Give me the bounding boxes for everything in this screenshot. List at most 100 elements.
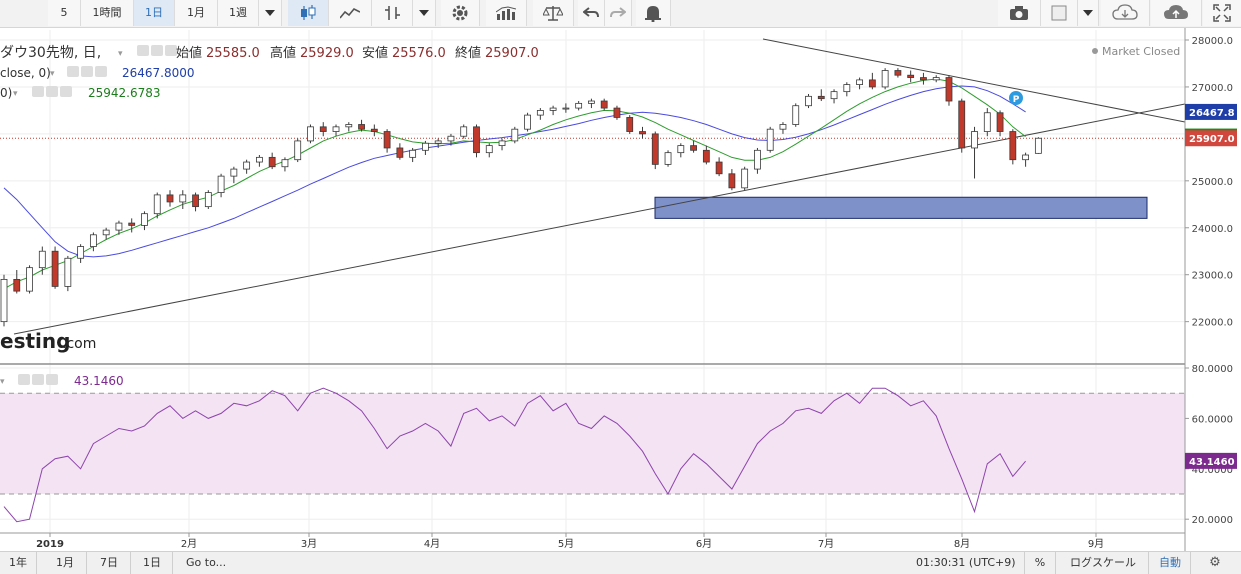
chevron-down-icon <box>265 10 275 16</box>
candle-body <box>805 95 812 107</box>
swatch-dropdown[interactable] <box>1078 0 1099 26</box>
log-scale-toggle[interactable]: ログスケール <box>1058 552 1149 574</box>
legend-icons-rsi[interactable] <box>18 374 58 385</box>
svg-text:P: P <box>1013 95 1020 105</box>
auto-scale-toggle[interactable]: 自動 <box>1150 552 1191 574</box>
candle-body <box>1009 131 1017 161</box>
interval-dropdown[interactable] <box>259 0 282 26</box>
price-tick-label: 24000.0 <box>1192 224 1233 235</box>
candle-body <box>38 250 46 269</box>
support-zone-rectangle[interactable] <box>654 196 1148 219</box>
percent-toggle[interactable]: % <box>1025 552 1056 574</box>
interval-1m[interactable]: 1月 <box>175 0 218 26</box>
price-tick-label: 22000.0 <box>1192 318 1233 329</box>
candle-body <box>562 107 570 110</box>
candle-body <box>728 173 736 189</box>
undo-button[interactable] <box>578 0 605 26</box>
settings-icon <box>151 45 163 56</box>
range-1d[interactable]: 1日 <box>132 552 173 574</box>
chevron-down-icon[interactable]: ▾ <box>118 49 123 59</box>
alert-button[interactable] <box>636 0 671 26</box>
candle-body <box>983 112 991 132</box>
chart-type-dropdown[interactable] <box>413 0 436 26</box>
candle-body <box>294 140 302 161</box>
legend-main: ダウ30先物, 日, ▾ 始値 25585.0 高値 25929.0 安値 25… <box>0 45 1180 388</box>
screenshot-button[interactable] <box>998 0 1041 26</box>
candle-body <box>830 91 838 100</box>
legend-icons-main[interactable] <box>137 45 177 56</box>
candle-body <box>281 159 289 168</box>
indicators-button[interactable] <box>486 0 527 26</box>
indicators-icon <box>496 6 516 20</box>
save-chart-button[interactable] <box>1151 0 1202 26</box>
market-status: Market Closed <box>1102 45 1180 58</box>
candle-body <box>868 79 876 88</box>
candles <box>0 68 1042 327</box>
candle-body <box>549 107 557 111</box>
top-toolbar: 5 1時間 1日 1月 1週 <box>0 0 1241 28</box>
candle-body <box>498 140 506 147</box>
candle-body <box>524 114 531 130</box>
rsi-axis[interactable]: 80.0000 60.0000 40.0000 20.0000 <box>1185 364 1233 526</box>
ohlc-bar-icon <box>385 6 400 20</box>
range-7d[interactable]: 7日 <box>88 552 131 574</box>
legend-icons-ma-fast[interactable] <box>32 86 72 97</box>
uptrend-line[interactable] <box>13 103 1186 335</box>
candle-body <box>89 234 97 247</box>
goto-button[interactable]: Go to... <box>186 556 227 569</box>
chevron-down-icon[interactable]: ▾ <box>50 69 55 79</box>
candle-body <box>345 124 353 128</box>
candle-body <box>754 149 761 170</box>
candle-body <box>702 149 710 163</box>
chevron-down-icon[interactable]: ▾ <box>13 89 18 99</box>
range-1y[interactable]: 1年 <box>0 552 37 574</box>
interval-5[interactable]: 5 <box>48 0 81 26</box>
color-swatch-button[interactable] <box>1041 0 1078 26</box>
candle-body <box>409 149 417 158</box>
candle-body <box>843 84 851 93</box>
rsi-tick-label: 80.0000 <box>1192 364 1233 375</box>
candle-body <box>741 168 749 189</box>
ma-fast-label: 0) <box>0 86 12 100</box>
redo-button[interactable] <box>605 0 632 26</box>
time-tick-label: 3月 <box>301 538 317 550</box>
candle-body <box>651 133 659 165</box>
price-tag <box>1185 103 1237 120</box>
bottom-settings-button[interactable]: ⚙ <box>1200 552 1230 574</box>
compare-button[interactable] <box>533 0 574 26</box>
candle-body <box>192 194 199 208</box>
settings-button[interactable] <box>441 0 480 26</box>
range-1m[interactable]: 1月 <box>44 552 87 574</box>
load-chart-button[interactable] <box>1101 0 1150 26</box>
fullscreen-button[interactable] <box>1203 0 1241 26</box>
rsi-band <box>0 393 1185 494</box>
bottom-bar: 1年 1月 7日 1日 Go to... 01:30:31 (UTC+9) % … <box>0 551 1241 574</box>
rsi-tick-label: 40.0000 <box>1192 465 1233 476</box>
ma-fast-value: 25942.6783 <box>88 86 161 100</box>
candle-body <box>447 135 455 142</box>
candle-body <box>1022 154 1029 161</box>
line-chart-icon <box>340 8 360 19</box>
downtrend-line[interactable] <box>762 38 1186 123</box>
candle-body <box>230 168 238 177</box>
candle-body <box>422 142 429 151</box>
price-axis[interactable]: 28000.027000.026000.025000.024000.023000… <box>1185 36 1233 329</box>
candlestick-type-button[interactable] <box>288 0 329 26</box>
time-axis[interactable]: 2019 2月 3月 4月 5月 6月 7月 8月 9月 <box>36 533 1104 550</box>
p-marker-icon[interactable]: P <box>1009 91 1023 105</box>
open-value: 25585.0 <box>206 46 260 61</box>
interval-1w[interactable]: 1週 <box>218 0 259 26</box>
time-tick-label: 4月 <box>424 538 440 550</box>
interval-1d[interactable]: 1日 <box>134 0 175 26</box>
line-chart-button[interactable] <box>329 0 372 26</box>
chevron-down-icon[interactable]: ▾ <box>0 377 5 387</box>
rsi-value: 43.1460 <box>74 374 124 388</box>
bar-style-button[interactable] <box>372 0 413 26</box>
legend-icons-ma-slow[interactable] <box>67 66 107 77</box>
candle-body <box>817 95 825 100</box>
swatch-icon <box>1051 5 1067 21</box>
undo-icon <box>583 7 599 18</box>
interval-1h[interactable]: 1時間 <box>81 0 134 26</box>
chart-area[interactable]: esting .com 28000.027000.026000.025000.0… <box>0 0 1241 551</box>
candle-body <box>243 161 251 170</box>
